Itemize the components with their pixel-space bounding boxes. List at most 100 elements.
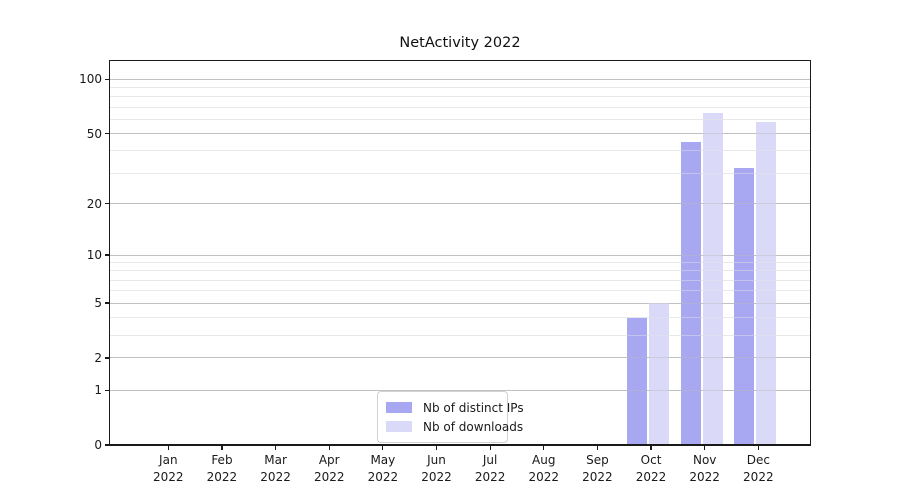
y-tick-label: 20 — [86, 196, 102, 211]
gridline-minor-overlay — [110, 150, 810, 152]
gridline-minor — [110, 262, 810, 264]
x-tick-year: 2022 — [743, 469, 774, 484]
legend-swatch-distinct-ips — [386, 402, 412, 413]
gridline-minor — [110, 172, 810, 174]
gridline-major-overlay — [110, 203, 810, 205]
gridline-major — [110, 78, 810, 80]
x-tick-mark — [757, 445, 759, 451]
gridline-minor — [110, 317, 810, 319]
x-tick-month: Sep — [586, 453, 609, 467]
gridline-major-overlay — [110, 254, 810, 256]
gridline-minor-overlay — [110, 270, 810, 272]
x-tick-label: Jan 2022 — [138, 452, 198, 485]
gridline-major-overlay — [110, 133, 810, 135]
gridline-minor — [110, 290, 810, 292]
gridline-minor — [110, 150, 810, 152]
x-tick-mark — [596, 445, 598, 451]
spine-right — [809, 61, 812, 446]
x-tick-month: Aug — [532, 453, 556, 467]
x-tick-mark — [274, 445, 277, 451]
x-tick-label: Aug 2022 — [514, 452, 574, 485]
legend-swatch-downloads — [386, 421, 412, 432]
gridline-minor — [110, 118, 810, 120]
spine-left — [108, 61, 111, 446]
gridline-minor — [110, 96, 810, 98]
y-tick-mark — [104, 132, 109, 135]
spine-top — [108, 59, 812, 62]
gridline-minor-overlay — [110, 290, 810, 292]
x-tick-year: 2022 — [206, 469, 238, 484]
x-tick-month: Apr — [318, 453, 340, 467]
x-tick-mark — [328, 445, 330, 451]
bar-downloads — [649, 303, 670, 445]
y-tick-label: 5 — [94, 296, 102, 311]
x-tick-mark — [704, 445, 706, 451]
gridline-major — [110, 203, 810, 205]
x-tick-month: Jun — [427, 453, 446, 467]
x-tick-label: Apr 2022 — [299, 452, 359, 485]
gridline-minor — [110, 279, 810, 281]
y-tick-mark — [104, 444, 109, 446]
x-tick-mark — [489, 445, 491, 451]
x-tick-month: Mar — [264, 453, 287, 467]
gridline-minor-overlay — [110, 96, 810, 98]
gridline-major — [110, 302, 810, 304]
x-tick-label: Jun 2022 — [407, 452, 467, 485]
x-tick-label: Oct 2022 — [621, 452, 681, 485]
x-tick-year: 2022 — [260, 469, 291, 484]
x-tick-year: 2022 — [689, 469, 720, 484]
y-tick-label: 2 — [94, 350, 102, 365]
legend-label-downloads: Nb of downloads — [423, 419, 524, 434]
x-tick-year: 2022 — [528, 469, 560, 484]
x-tick-mark — [382, 445, 384, 451]
bar-downloads — [702, 113, 723, 445]
x-tick-year: 2022 — [153, 469, 184, 484]
legend: Nb of distinct IPs Nb of downloads — [377, 391, 524, 443]
x-tick-month: Dec — [746, 453, 770, 467]
x-tick-year: 2022 — [367, 469, 399, 484]
y-tick-label: 100 — [79, 72, 102, 87]
y-tick-label: 0 — [94, 438, 102, 452]
gridline-minor — [110, 106, 810, 108]
y-tick-mark — [104, 203, 109, 205]
bar-distinct-ips — [627, 317, 648, 445]
bar-distinct-ips — [680, 141, 701, 445]
spine-bottom — [108, 444, 812, 446]
gridline-minor-overlay — [110, 334, 810, 336]
x-tick-label: Jul 2022 — [460, 452, 520, 485]
gridline-minor — [110, 270, 810, 272]
legend-item-distinct-ips: Nb of distinct IPs — [386, 398, 524, 417]
x-tick-label: May 2022 — [353, 452, 413, 485]
x-tick-label: Dec 2022 — [728, 452, 788, 485]
x-tick-mark — [435, 445, 438, 451]
y-tick-mark — [104, 78, 109, 81]
gridline-major — [110, 254, 810, 256]
bar-distinct-ips — [734, 168, 755, 445]
y-tick-mark — [104, 302, 109, 304]
x-tick-month: Jan — [159, 453, 178, 467]
x-tick-label: Mar 2022 — [246, 452, 306, 485]
x-tick-year: 2022 — [313, 469, 345, 484]
x-tick-year: 2022 — [635, 469, 667, 484]
gridline-minor-overlay — [110, 87, 810, 89]
gridline-major-overlay — [110, 78, 810, 80]
gridline-major-overlay — [110, 302, 810, 304]
x-tick-label: Nov 2022 — [675, 452, 735, 485]
gridline-minor-overlay — [110, 172, 810, 174]
x-tick-month: May — [370, 453, 396, 467]
x-tick-year: 2022 — [582, 469, 613, 484]
x-tick-year: 2022 — [474, 469, 506, 484]
gridline-major-overlay — [110, 389, 810, 391]
gridline-major — [110, 389, 810, 391]
legend-label-distinct-ips: Nb of distinct IPs — [423, 400, 524, 415]
y-tick-label: 50 — [86, 126, 102, 141]
x-tick-label: Sep 2022 — [567, 452, 627, 485]
chart-title: NetActivity 2022 — [399, 35, 521, 51]
x-tick-month: Jul — [482, 453, 498, 467]
x-tick-month: Oct — [640, 453, 662, 467]
x-tick-year: 2022 — [421, 469, 452, 484]
x-tick-month: Nov — [692, 453, 717, 467]
plot-area: Nb of distinct IPs Nb of downloads — [110, 61, 810, 445]
x-tick-mark — [650, 445, 652, 451]
